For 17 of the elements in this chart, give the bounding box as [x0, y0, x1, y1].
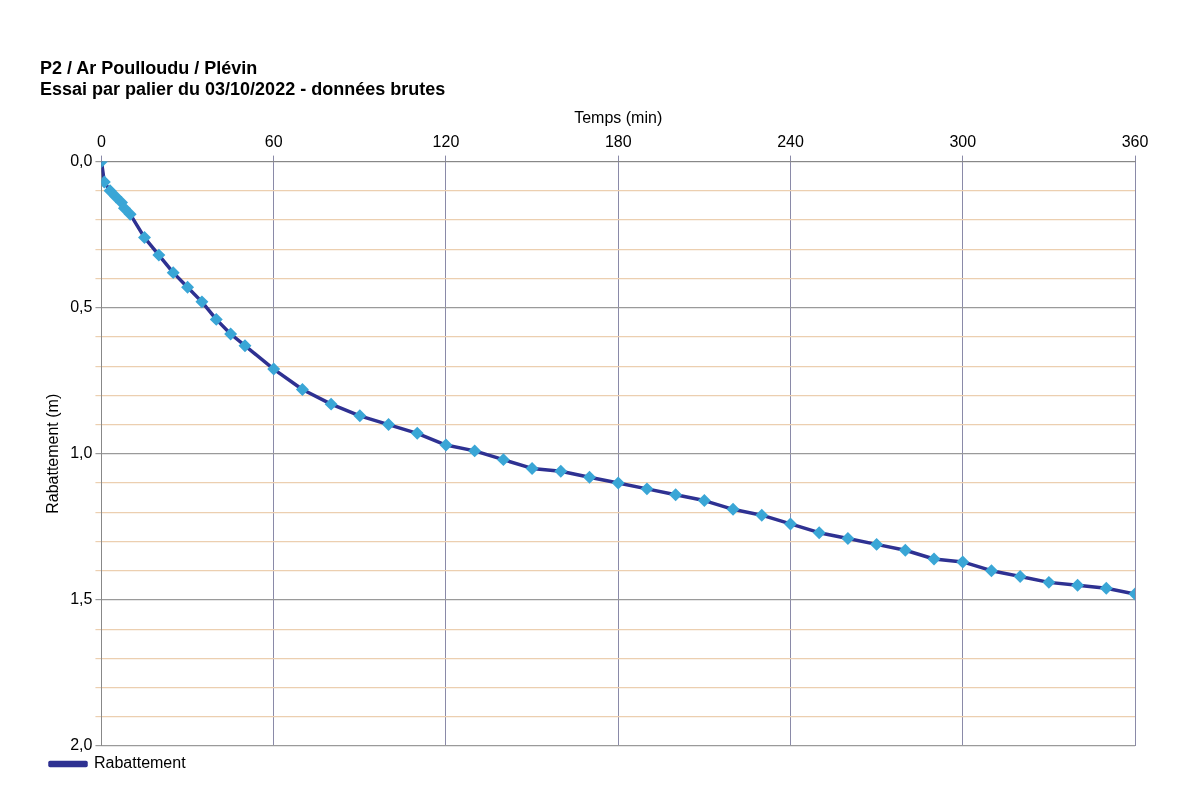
x-tick-label: 360 — [1121, 133, 1149, 151]
y-tick-label: 0,5 — [70, 298, 93, 316]
x-tick-label: 0 — [96, 133, 106, 151]
y-tick-label: 1,0 — [70, 444, 93, 462]
y-axis-title: Rabattement (m) — [44, 393, 62, 514]
x-axis-title: Temps (min) — [574, 109, 663, 127]
chart-subtitle: Essai par palier du 03/10/2022 - données brutes — [40, 79, 446, 100]
y-tick-label: 1,5 — [70, 590, 93, 608]
x-tick-label: 240 — [777, 133, 804, 151]
x-tick-label: 180 — [604, 133, 632, 151]
y-tick-label: 0,0 — [70, 152, 93, 170]
x-tick-label: 60 — [264, 133, 283, 151]
x-tick-label: 120 — [432, 133, 460, 151]
legend-label: Rabattement — [94, 754, 187, 772]
chart-title: P2 / Ar Poulloudu / Plévin — [40, 57, 258, 78]
x-tick-label: 300 — [949, 133, 977, 151]
y-tick-label: 2,0 — [70, 736, 93, 754]
